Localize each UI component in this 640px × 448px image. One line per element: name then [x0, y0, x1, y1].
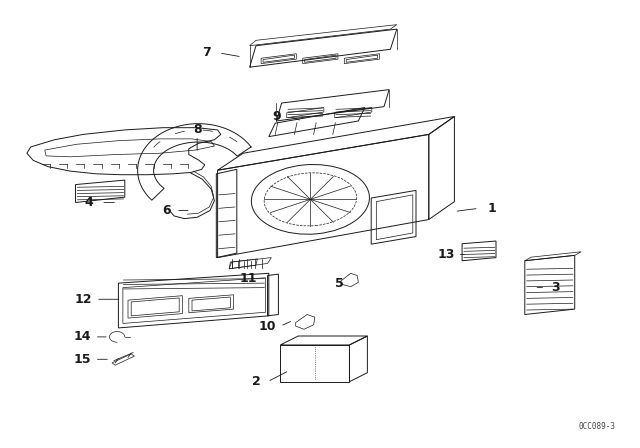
Text: 10: 10: [259, 319, 276, 333]
Text: 14: 14: [73, 330, 91, 344]
Text: 6: 6: [162, 204, 171, 217]
Text: 2: 2: [252, 375, 260, 388]
Text: 4: 4: [84, 196, 93, 209]
Text: 12: 12: [74, 293, 92, 306]
Text: 15: 15: [73, 353, 91, 366]
Text: 3: 3: [551, 281, 560, 294]
Text: 9: 9: [272, 110, 281, 123]
Text: 11: 11: [239, 272, 257, 285]
Text: 1: 1: [487, 202, 496, 215]
Text: 0CC089-3: 0CC089-3: [579, 422, 616, 431]
Text: 7: 7: [202, 46, 211, 60]
Text: 8: 8: [193, 122, 202, 136]
Text: 13: 13: [438, 248, 456, 261]
Text: 5: 5: [335, 276, 344, 290]
